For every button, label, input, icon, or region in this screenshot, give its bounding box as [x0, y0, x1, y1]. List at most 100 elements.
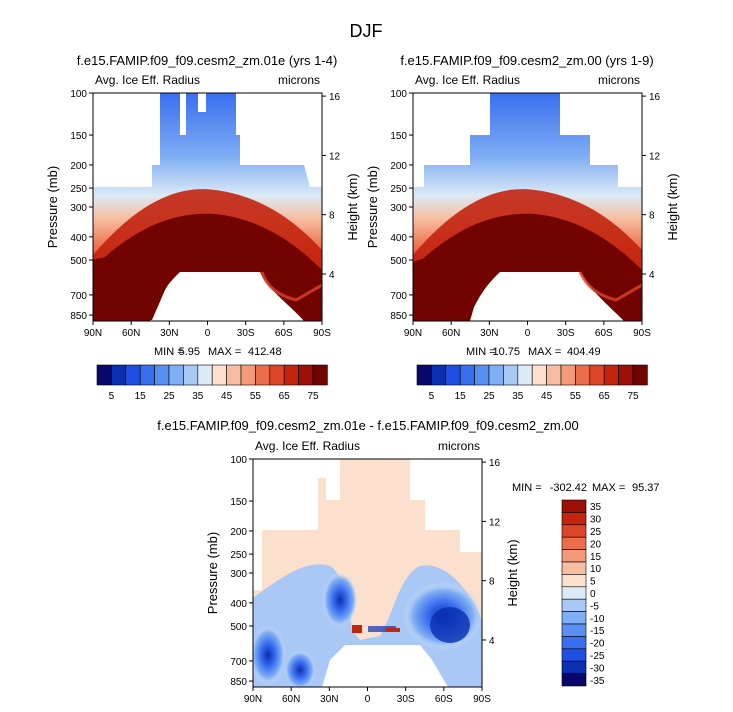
colorbar-label: 0: [590, 589, 596, 600]
colorbar-label: 10: [590, 564, 602, 575]
panel-1-field: [93, 93, 322, 321]
latitude-tick-label: 60S: [595, 328, 613, 339]
height-tick-label: 4: [329, 270, 335, 281]
panel-1-colorbar: 5 15 25 35 45 55 65 75: [96, 364, 328, 402]
colorbar-label: -15: [590, 626, 605, 637]
panel-2-right-label: microns: [598, 73, 640, 87]
height-tick-label: 8: [329, 211, 335, 222]
colorbar-swatch: [561, 611, 587, 625]
colorbar-swatch: [503, 364, 519, 386]
panel-1-min-value: 5.95: [179, 346, 200, 358]
pressure-tick-label: 400: [390, 233, 407, 244]
panel-1-right-label: microns: [278, 73, 320, 87]
figure-title: DJF: [350, 21, 383, 41]
colorbar-swatch: [561, 549, 587, 563]
panel-3-right-label: microns: [438, 439, 480, 453]
colorbar-label: 55: [250, 391, 262, 402]
colorbar-swatch: [561, 673, 587, 687]
height-tick-label: 8: [489, 577, 495, 588]
latitude-tick-label: 60N: [282, 694, 300, 705]
colorbar-swatch: [561, 623, 587, 637]
colorbar-label: 75: [627, 391, 639, 402]
pressure-tick-label: 150: [230, 497, 247, 508]
pressure-tick-label: 850: [70, 311, 87, 322]
colorbar-label: 75: [307, 391, 319, 402]
colorbar-label: 35: [512, 391, 524, 402]
latitude-tick-label: 30N: [320, 694, 338, 705]
colorbar-label: 5: [590, 577, 596, 588]
height-tick-label: 8: [649, 211, 655, 222]
pressure-tick-label: 500: [390, 256, 407, 267]
latitude-tick-label: 30N: [480, 328, 498, 339]
panel-1-max-value: 412.48: [248, 346, 282, 358]
pressure-tick-label: 700: [230, 657, 247, 668]
pressure-tick-label: 250: [230, 550, 247, 561]
colorbar-label: 45: [221, 391, 233, 402]
panel-1: f.e15.FAMIP.f09_f09.cesm2_zm.01e (yrs 1-…: [45, 53, 360, 402]
colorbar-swatch: [474, 364, 490, 386]
latitude-tick-label: 90N: [84, 328, 102, 339]
panel-3: f.e15.FAMIP.f09_f09.cesm2_zm.01e - f.e15…: [157, 418, 659, 705]
colorbar-label: 25: [483, 391, 495, 402]
panel-3-ylabel: Pressure (mb): [205, 532, 220, 614]
panel-3-max-label: MAX =: [592, 482, 625, 494]
pressure-tick-label: 300: [390, 203, 407, 214]
colorbar-label: 25: [163, 391, 175, 402]
colorbar-swatch: [240, 364, 256, 386]
panel-1-left-label: Avg. Ice Eff. Radius: [95, 73, 200, 87]
colorbar-swatch: [632, 364, 648, 386]
height-tick-label: 12: [489, 517, 501, 528]
latitude-tick-label: 0: [205, 328, 211, 339]
latitude-tick-label: 90S: [633, 328, 651, 339]
colorbar-swatch: [111, 364, 127, 386]
pressure-tick-label: 250: [390, 184, 407, 195]
pressure-tick-label: 250: [70, 184, 87, 195]
colorbar-label: 15: [135, 391, 147, 402]
latitude-tick-label: 90N: [404, 328, 422, 339]
height-tick-label: 12: [649, 151, 661, 162]
colorbar-swatch: [459, 364, 475, 386]
colorbar-swatch: [283, 364, 299, 386]
latitude-tick-label: 60N: [442, 328, 460, 339]
colorbar-label: -10: [590, 614, 605, 625]
colorbar-swatch: [226, 364, 242, 386]
colorbar-label: 20: [590, 539, 602, 550]
panel-2-max-value: 404.49: [567, 346, 601, 358]
colorbar-swatch: [488, 364, 504, 386]
colorbar-swatch: [561, 512, 587, 526]
panel-3-title: f.e15.FAMIP.f09_f09.cesm2_zm.01e - f.e15…: [157, 418, 579, 433]
colorbar-swatch: [603, 364, 619, 386]
colorbar-swatch: [269, 364, 285, 386]
pressure-tick-label: 300: [70, 203, 87, 214]
pressure-tick-label: 150: [390, 131, 407, 142]
colorbar-swatch: [197, 364, 213, 386]
height-tick-label: 12: [329, 151, 341, 162]
colorbar-swatch: [561, 598, 587, 612]
panel-2-max-label: MAX =: [528, 346, 561, 358]
colorbar-swatch: [561, 660, 587, 674]
colorbar-label: -35: [590, 676, 605, 687]
colorbar-swatch: [561, 636, 587, 650]
panel-2-ylabel: Pressure (mb): [365, 166, 380, 248]
panel-3-ylabel-right: Height (km): [505, 539, 520, 606]
colorbar-swatch: [561, 648, 587, 662]
pressure-tick-label: 200: [70, 161, 87, 172]
colorbar-label: 65: [599, 391, 611, 402]
pressure-tick-label: 500: [230, 622, 247, 633]
colorbar-label: 35: [590, 502, 602, 513]
latitude-tick-label: 30N: [160, 328, 178, 339]
colorbar-swatch: [431, 364, 447, 386]
colorbar-swatch: [139, 364, 155, 386]
height-tick-label: 16: [649, 92, 661, 103]
panel-2-min-value: 10.75: [492, 346, 520, 358]
panel-1-ylabel-right: Height (km): [345, 173, 360, 240]
pressure-tick-label: 400: [70, 233, 87, 244]
pressure-tick-label: 100: [390, 89, 407, 100]
panel-1-max-label: MAX =: [208, 346, 241, 358]
colorbar-swatch: [561, 499, 587, 513]
panel-2-colorbar: 5 15 25 35 45 55 65 75: [416, 364, 648, 402]
panel-1-title: f.e15.FAMIP.f09_f09.cesm2_zm.01e (yrs 1-…: [77, 53, 338, 68]
pressure-tick-label: 700: [70, 291, 87, 302]
pressure-tick-label: 150: [70, 131, 87, 142]
